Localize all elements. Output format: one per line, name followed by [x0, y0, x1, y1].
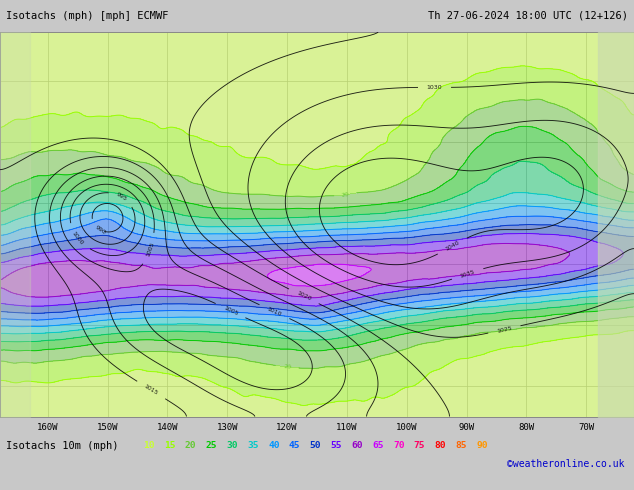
Text: 1035: 1035 [460, 269, 476, 279]
Text: 70: 70 [393, 441, 404, 450]
Text: 20: 20 [341, 192, 350, 197]
Text: 85: 85 [455, 441, 467, 450]
Text: 45: 45 [289, 441, 301, 450]
Text: ©weatheronline.co.uk: ©weatheronline.co.uk [507, 459, 624, 469]
Text: 1000: 1000 [71, 230, 84, 245]
Text: 30: 30 [226, 441, 238, 450]
Text: 75: 75 [413, 441, 425, 450]
Text: 80: 80 [434, 441, 446, 450]
Text: 995: 995 [115, 192, 128, 202]
Text: 20: 20 [283, 364, 291, 369]
Text: Isotachs (mph) [mph] ECMWF: Isotachs (mph) [mph] ECMWF [6, 11, 169, 21]
Text: 25: 25 [205, 441, 217, 450]
Text: Th 27-06-2024 18:00 UTC (12+126): Th 27-06-2024 18:00 UTC (12+126) [428, 11, 628, 21]
Text: 10: 10 [143, 441, 155, 450]
Text: 1015: 1015 [143, 384, 159, 396]
Text: 65: 65 [372, 441, 384, 450]
Text: 1025: 1025 [496, 325, 512, 334]
Text: 1010: 1010 [266, 306, 283, 317]
Text: 60: 60 [351, 441, 363, 450]
Text: 35: 35 [247, 441, 259, 450]
Text: 1005: 1005 [223, 305, 238, 316]
Text: 1040: 1040 [444, 240, 460, 252]
Text: 90: 90 [476, 441, 488, 450]
Text: 1020: 1020 [295, 291, 312, 302]
Text: 55: 55 [330, 441, 342, 450]
Text: 990: 990 [94, 224, 107, 235]
Text: 40: 40 [268, 441, 280, 450]
Text: 1030: 1030 [427, 85, 443, 90]
Text: 20: 20 [185, 441, 197, 450]
Text: 50: 50 [309, 441, 321, 450]
Text: Isotachs 10m (mph): Isotachs 10m (mph) [6, 441, 119, 451]
Text: 1005: 1005 [145, 241, 155, 257]
Text: 15: 15 [164, 441, 176, 450]
